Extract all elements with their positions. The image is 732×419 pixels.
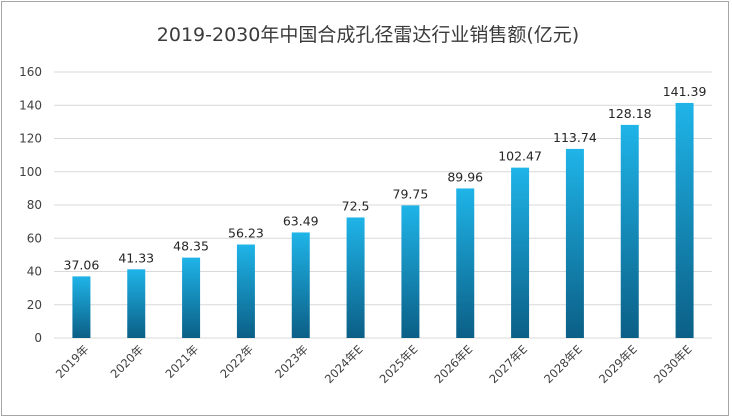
- y-tick-label: 20: [27, 298, 42, 312]
- bar: [675, 102, 694, 339]
- data-label: 89.96: [447, 169, 483, 184]
- y-tick-label: 40: [27, 265, 42, 279]
- y-axis-ticks: 0 20 40 60 80 100 120 140 160: [19, 65, 42, 345]
- x-tick-label: 2028年E: [541, 342, 585, 386]
- x-tick-label: 2023年: [272, 342, 311, 381]
- data-label: 72.5: [342, 198, 370, 213]
- x-tick-label: 2029年E: [596, 342, 640, 386]
- x-tick-label: 2027年E: [486, 342, 530, 386]
- data-label: 141.39: [663, 84, 707, 99]
- x-tick-label: 2022年: [217, 342, 256, 381]
- data-label: 102.47: [498, 149, 542, 164]
- data-label: 48.35: [173, 239, 209, 254]
- bar: [620, 124, 639, 338]
- data-label: 56.23: [228, 226, 264, 241]
- x-tick-label: 2019年: [53, 342, 92, 381]
- gridlines: [54, 71, 712, 339]
- bar: [291, 232, 310, 338]
- x-axis-ticks: 2019年 2020年 2021年 2022年 2023年 2024年E 2025年E 202…: [53, 342, 695, 386]
- bar: [182, 257, 201, 338]
- data-label: 37.06: [64, 257, 100, 272]
- bar: [346, 217, 365, 338]
- x-tick-label: 2026年E: [431, 342, 475, 386]
- y-tick-label: 160: [19, 65, 42, 79]
- y-tick-label: 100: [19, 165, 42, 179]
- y-tick-label: 140: [19, 98, 42, 112]
- data-labels: 37.06 41.33 48.35 56.23 63.49 72.5 79.75 89.96 1…: [64, 84, 707, 272]
- y-tick-label: 80: [27, 198, 42, 212]
- x-tick-label: 2020年: [108, 342, 147, 381]
- bar: [127, 269, 146, 338]
- bar: [236, 244, 255, 338]
- chart-title: 2019-2030年中国合成孔径雷达行业销售额(亿元): [157, 24, 579, 46]
- data-label: 113.74: [553, 130, 597, 145]
- bar: [511, 167, 530, 338]
- bar: [72, 276, 91, 338]
- data-label: 128.18: [608, 106, 652, 121]
- x-tick-label: 2024年E: [322, 342, 366, 386]
- y-tick-label: 60: [27, 231, 42, 245]
- y-tick-label: 0: [34, 331, 42, 345]
- bar: [456, 188, 475, 338]
- data-label: 41.33: [118, 250, 154, 265]
- bar: [565, 148, 584, 338]
- data-label: 63.49: [283, 213, 319, 228]
- bar: [401, 205, 420, 338]
- x-tick-label: 2025年E: [377, 342, 421, 386]
- x-tick-label: 2030年E: [651, 342, 695, 386]
- data-label: 79.75: [393, 186, 429, 201]
- y-tick-label: 120: [19, 132, 42, 146]
- x-tick-label: 2021年: [162, 342, 201, 381]
- bars: [72, 102, 694, 339]
